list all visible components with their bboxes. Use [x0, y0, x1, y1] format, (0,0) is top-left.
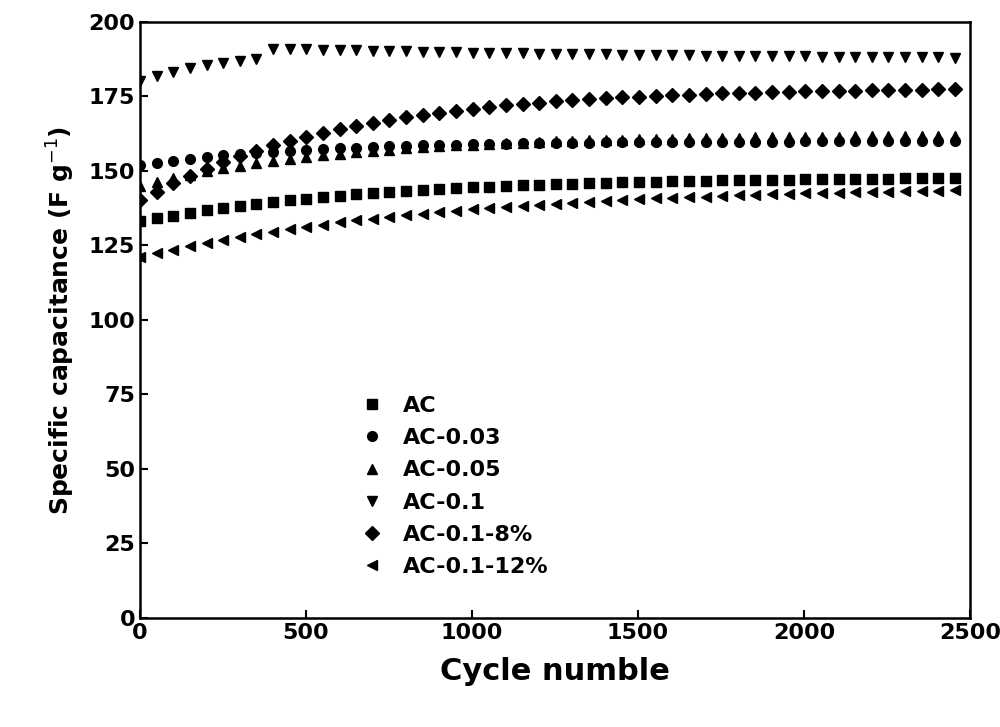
AC-0.1-12% [964, 186, 976, 195]
AC-0.03 [964, 137, 976, 145]
Line: AC-0.03: AC-0.03 [135, 137, 975, 169]
AC-0.1-8% [628, 92, 640, 101]
AC-0.03 [134, 161, 146, 169]
AC-0.1-12% [134, 253, 146, 262]
AC [944, 174, 956, 182]
AC [528, 180, 540, 189]
AC-0.1 [530, 49, 542, 58]
AC-0.03 [814, 137, 826, 146]
Line: AC-0.1-8%: AC-0.1-8% [135, 84, 975, 205]
Line: AC-0.1-12%: AC-0.1-12% [135, 185, 975, 262]
AC-0.05 [134, 181, 146, 190]
Line: AC-0.1: AC-0.1 [135, 44, 975, 87]
AC-0.1-8% [944, 85, 956, 94]
AC-0.1-8% [528, 99, 540, 108]
AC-0.03 [628, 138, 640, 147]
AC-0.1-8% [814, 87, 826, 95]
AC [814, 174, 826, 183]
AC-0.1 [535, 49, 547, 58]
AC-0.03 [583, 138, 595, 147]
AC [628, 178, 640, 187]
AC-0.03 [944, 137, 956, 145]
AC-0.05 [533, 137, 545, 146]
Line: AC-0.05: AC-0.05 [135, 131, 975, 190]
Legend: AC, AC-0.03, AC-0.05, AC-0.1, AC-0.1-8%, AC-0.1-12%: AC, AC-0.03, AC-0.05, AC-0.1, AC-0.1-8%,… [359, 396, 549, 577]
AC-0.1-8% [134, 196, 146, 205]
AC [134, 217, 146, 226]
AC-0.1 [964, 53, 976, 62]
AC-0.1 [816, 52, 828, 61]
Y-axis label: Specific capacitance (F g$^{-1}$): Specific capacitance (F g$^{-1}$) [45, 125, 77, 515]
AC-0.1 [134, 77, 146, 86]
AC [964, 174, 976, 182]
AC-0.1 [585, 50, 597, 59]
AC-0.05 [964, 132, 976, 140]
AC-0.1-8% [583, 95, 595, 104]
AC-0.1-12% [944, 186, 956, 195]
AC-0.05 [628, 135, 640, 144]
AC [533, 180, 545, 189]
AC-0.1-12% [528, 201, 540, 209]
X-axis label: Cycle numble: Cycle numble [440, 656, 670, 686]
AC-0.1 [267, 44, 279, 53]
AC-0.1 [946, 53, 958, 62]
Line: AC: AC [135, 173, 975, 226]
AC-0.03 [533, 139, 545, 148]
AC-0.05 [814, 132, 826, 141]
AC-0.1-12% [583, 197, 595, 206]
AC-0.1-12% [628, 195, 640, 204]
AC-0.05 [944, 132, 956, 140]
AC-0.1-12% [814, 189, 826, 198]
AC [583, 179, 595, 188]
AC-0.1-8% [964, 85, 976, 94]
AC-0.05 [583, 136, 595, 145]
AC-0.05 [528, 137, 540, 146]
AC-0.1-12% [533, 200, 545, 209]
AC-0.1-8% [533, 98, 545, 107]
AC-0.1 [630, 50, 642, 59]
AC-0.03 [528, 139, 540, 148]
